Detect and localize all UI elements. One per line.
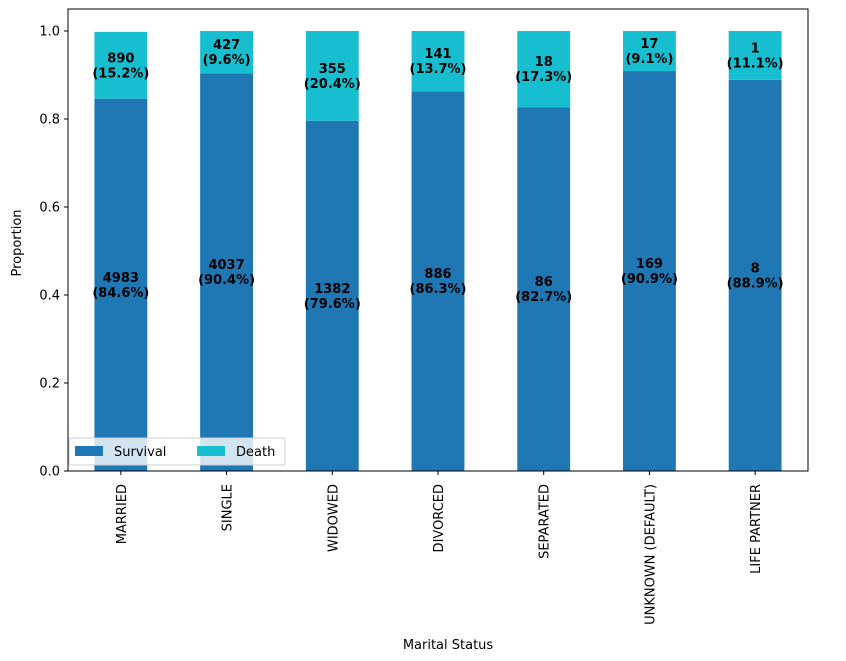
value-label: 17 (9.1%) [625,37,673,67]
y-tick-label: 0.2 [39,377,60,392]
value-label-count: 169 [636,257,663,272]
value-label-count: 427 [213,38,240,53]
bar-segment [517,31,571,108]
y-tick-label: 0.4 [39,289,60,304]
y-tick-label: 1.0 [39,25,60,40]
x-tick-label: WIDOWED [326,484,341,552]
value-label-percent: (9.1%) [625,52,673,67]
bar-segment [200,31,253,74]
bar-segment [94,31,148,99]
y-tick-label: 0.6 [39,201,60,216]
bar-segment [728,79,782,471]
x-tick-label: SEPARATED [538,484,553,559]
value-label: 427 (9.6%) [203,38,251,68]
y-tick-label: 0.0 [39,465,60,480]
bar-segment [728,31,782,80]
bar-segment [305,120,359,471]
value-label-count: 4037 [208,258,244,273]
bar-segment [411,91,465,471]
legend-label: Survival [114,445,166,460]
legend-label: Death [236,445,275,460]
x-tick-label: SINGLE [221,484,236,531]
bar-segment [411,31,465,92]
value-label-percent: (90.9%) [621,272,678,287]
value-label-count: 86 [535,275,553,290]
value-label-count: 886 [424,267,451,282]
value-label-count: 8 [751,261,760,276]
bar-segment [94,98,148,471]
value-label-count: 890 [107,51,134,66]
x-tick-label: DIVORCED [432,484,447,552]
value-label: 18 (17.3%) [515,55,572,85]
value-label-percent: (82.7%) [515,290,572,305]
legend-swatch [75,446,103,456]
value-label-percent: (86.3%) [410,282,467,297]
value-label-percent: (13.7%) [410,62,467,77]
x-tick-label: LIFE PARTNER [749,484,764,574]
value-label: 1382 (79.6%) [304,282,361,312]
bar-segment [517,107,571,472]
value-label: 4983 (84.6%) [92,271,149,301]
bar-segment [305,31,359,121]
legend-box [68,437,286,466]
value-label: 355 (20.4%) [304,62,361,92]
y-axis-label: Proportion [10,209,25,276]
value-label: 1 (11.1%) [727,41,784,71]
value-label-percent: (20.4%) [304,77,361,92]
value-label: 86 (82.7%) [515,275,572,305]
value-label-count: 1382 [314,282,350,297]
value-label: 8 (88.9%) [727,261,784,291]
bar-segment [623,31,676,72]
x-tick-label: UNKNOWN (DEFAULT) [643,484,658,625]
value-label-count: 18 [535,55,553,70]
value-label-percent: (11.1%) [727,56,784,71]
value-label: 4037 (90.4%) [198,258,255,288]
value-label-percent: (88.9%) [727,276,784,291]
bar-segment [623,71,676,471]
value-label: 886 (86.3%) [410,267,467,297]
legend-swatch [197,446,225,456]
value-label-count: 1 [751,41,760,56]
value-label-count: 141 [424,47,451,62]
value-label-count: 4983 [103,271,139,286]
value-label-percent: (17.3%) [515,70,572,85]
plot-frame [67,8,809,472]
value-label-percent: (90.4%) [198,273,255,288]
x-tick-label: MARRIED [115,484,130,544]
value-label: 169 (90.9%) [621,257,678,287]
value-label-count: 355 [319,62,346,77]
value-label-percent: (84.6%) [92,286,149,301]
y-tick-label: 0.8 [39,113,60,128]
legend: Survival Death [68,437,286,466]
value-label-percent: (79.6%) [304,297,361,312]
value-label-percent: (15.2%) [92,66,149,81]
value-label-percent: (9.6%) [203,53,251,68]
value-label: 890 (15.2%) [92,51,149,81]
bar-segment [200,73,253,472]
value-label: 141 (13.7%) [410,47,467,77]
value-label-count: 17 [640,37,658,52]
x-axis-label: Marital Status [403,638,494,653]
